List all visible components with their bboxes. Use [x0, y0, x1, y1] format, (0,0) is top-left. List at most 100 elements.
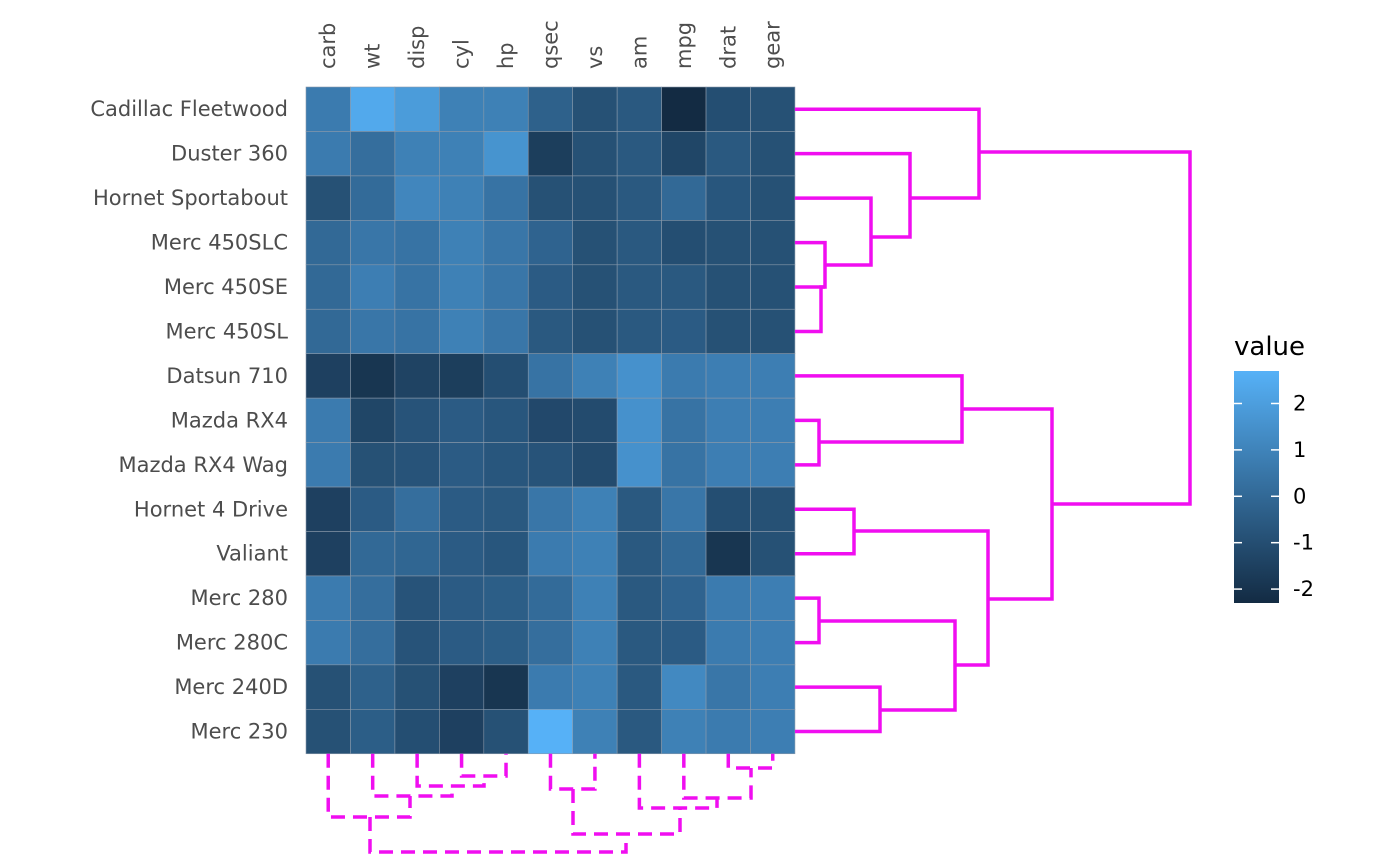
heatmap-cell — [572, 575, 618, 621]
heatmap-cell — [750, 175, 796, 221]
heatmap-cell — [750, 620, 796, 666]
heatmap-cell — [305, 175, 351, 221]
heatmap-cell — [572, 220, 618, 266]
heatmap-cell — [527, 131, 574, 177]
row-label: Merc 450SE — [164, 275, 288, 299]
heatmap-cell — [750, 353, 796, 399]
heatmap-cell — [394, 531, 440, 577]
heatmap-cell — [439, 397, 485, 443]
heatmap-cell — [616, 531, 662, 577]
heatmap-cell — [305, 264, 351, 310]
heatmap-cell — [483, 220, 529, 266]
heatmap-cell — [750, 131, 796, 177]
heatmap-cell — [394, 442, 440, 488]
heatmap-cell — [661, 308, 707, 355]
heatmap-cell — [527, 264, 574, 310]
heatmap-cell — [394, 220, 440, 266]
heatmap-cell — [305, 531, 351, 577]
column-label: am — [627, 36, 651, 69]
row-label: Merc 240D — [174, 675, 288, 699]
row-dendrogram-link — [794, 151, 912, 239]
heatmap-cell — [616, 397, 662, 443]
heatmap-cell — [750, 575, 796, 621]
heatmap-cell — [572, 397, 618, 443]
heatmap-cell — [439, 442, 485, 488]
heatmap-cell — [616, 131, 662, 177]
heatmap-cell — [527, 708, 574, 755]
heatmap-cell — [616, 86, 662, 132]
heatmap-cell — [527, 220, 574, 266]
column-label: gear — [761, 21, 785, 69]
heatmap-cell — [750, 708, 796, 755]
heatmap-cell — [661, 486, 707, 532]
heatmap-cell — [305, 575, 351, 621]
heatmap-cell — [483, 264, 529, 310]
heatmap-cell — [661, 620, 707, 666]
row-dendrogram-link — [979, 150, 1192, 506]
row-label: Cadillac Fleetwood — [90, 97, 288, 121]
heatmap-cell — [394, 131, 440, 177]
heatmap-cell — [439, 175, 485, 221]
heatmap-cell — [483, 308, 529, 355]
heatmap-cell — [305, 486, 351, 532]
heatmap-cell — [705, 308, 751, 355]
column-dendrogram-link — [682, 753, 753, 800]
row-dendrogram-link — [794, 596, 821, 645]
heatmap-cell — [394, 620, 440, 666]
heatmap-cell — [527, 397, 574, 443]
row-labels: Cadillac Fleetwood Duster 360 Hornet Sport… — [90, 97, 288, 743]
heatmap-cell — [705, 486, 751, 532]
heatmap-cell — [350, 131, 396, 177]
heatmap-cell — [661, 442, 707, 488]
heatmap-cell — [661, 397, 707, 443]
heatmap-cell — [527, 486, 574, 532]
heatmap-cell — [439, 86, 485, 132]
heatmap-cell — [705, 353, 751, 399]
row-dendrogram-link — [819, 619, 957, 712]
legend-tick-label: 1 — [1293, 438, 1306, 462]
heatmap-cell — [350, 353, 396, 399]
legend-title: value — [1234, 332, 1305, 362]
heatmap-cell — [527, 308, 574, 355]
heatmap-cell — [616, 442, 662, 488]
heatmap-cell — [394, 708, 440, 755]
heatmap-cell — [705, 442, 751, 488]
row-dendrogram-link — [794, 418, 821, 467]
heatmap-cell — [750, 397, 796, 443]
heatmap-cell — [750, 486, 796, 532]
heatmap-cell — [439, 486, 485, 532]
column-labels: carb wt disp cyl hp qsec vs am mpg drat gear — [316, 20, 784, 69]
heatmap-cell — [705, 86, 751, 132]
heatmap-cell — [572, 620, 618, 666]
heatmap-cell — [572, 353, 618, 399]
heatmap-cell — [350, 708, 396, 755]
row-dendrogram — [794, 107, 1192, 734]
heatmap-cell — [350, 486, 396, 532]
heatmap-cell — [305, 664, 351, 710]
column-dendrogram — [326, 753, 775, 854]
row-label: Merc 280 — [190, 586, 288, 610]
heatmap-cell — [750, 664, 796, 710]
heatmap-cell — [394, 353, 440, 399]
row-label: Hornet Sportabout — [93, 186, 288, 210]
heatmap-cell — [394, 175, 440, 221]
row-dendrogram-link — [794, 196, 873, 267]
column-dendrogram-link — [726, 753, 775, 770]
row-label: Hornet 4 Drive — [134, 497, 288, 521]
heatmap-cell — [661, 220, 707, 266]
heatmap-cell — [705, 708, 751, 755]
heatmap-cell — [350, 664, 396, 710]
heatmap-cell — [705, 397, 751, 443]
heatmap-cell — [572, 308, 618, 355]
heatmap-cell — [705, 664, 751, 710]
heatmap-cell — [572, 486, 618, 532]
column-dendrogram-link — [571, 789, 682, 836]
heatmap-cell — [705, 620, 751, 666]
heatmap-cell — [705, 220, 751, 266]
heatmap-cell — [750, 308, 796, 355]
heatmap-cell — [527, 575, 574, 621]
heatmap-cell — [527, 175, 574, 221]
heatmap-cell — [750, 86, 796, 132]
column-label: disp — [405, 26, 429, 69]
color-legend: value 2 1 0 -1 -2 — [1234, 332, 1314, 603]
